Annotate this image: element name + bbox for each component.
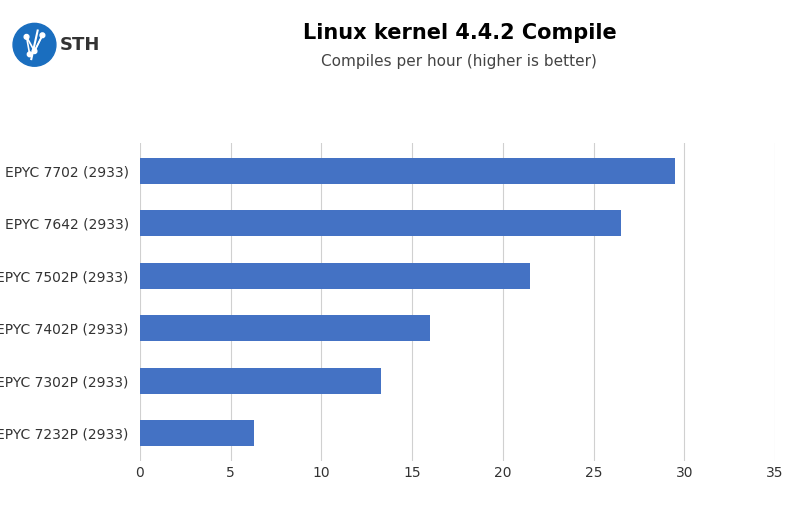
Bar	[140, 263, 530, 289]
Circle shape	[24, 34, 29, 39]
Text: Compiles per hour (higher is better): Compiles per hour (higher is better)	[321, 54, 598, 69]
Circle shape	[32, 49, 37, 54]
Bar	[140, 158, 675, 184]
Bar	[140, 420, 254, 446]
Bar	[140, 368, 381, 394]
Circle shape	[13, 24, 56, 66]
Text: Linux kernel 4.4.2 Compile: Linux kernel 4.4.2 Compile	[303, 23, 616, 43]
Bar	[140, 315, 430, 342]
Circle shape	[27, 52, 32, 57]
Bar	[140, 210, 621, 237]
Circle shape	[40, 33, 45, 38]
Text: STH: STH	[60, 36, 100, 54]
